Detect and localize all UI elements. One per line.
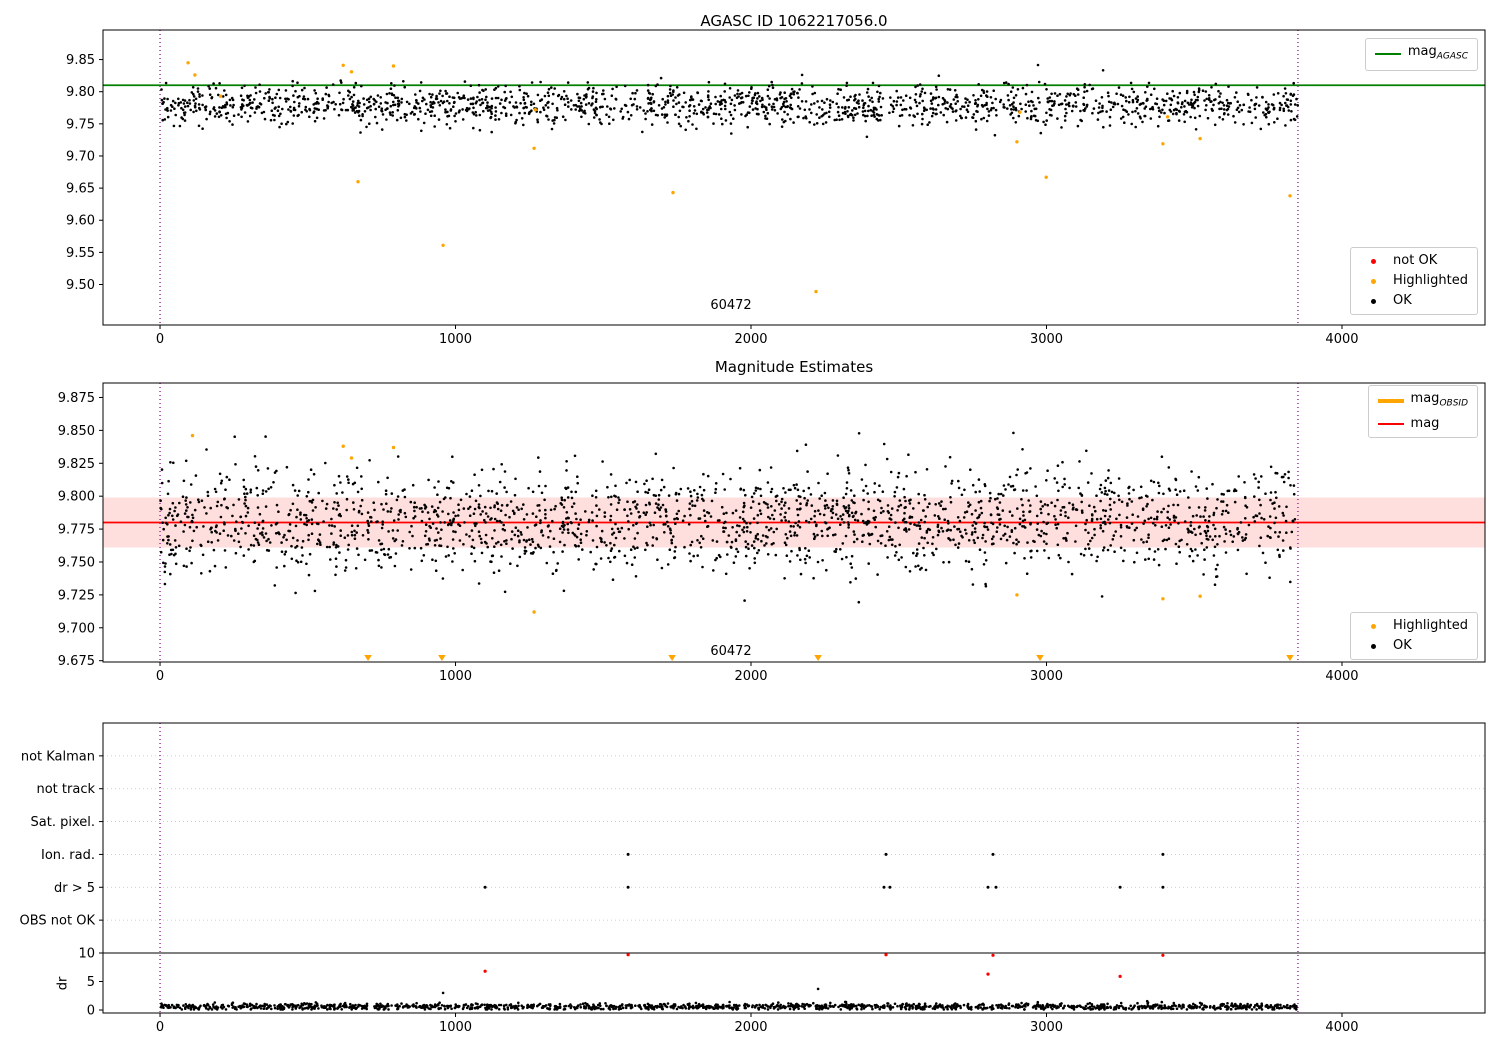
legend-label-mag-agasc: magAGASC [1407, 44, 1468, 62]
dr-axis-label: dr [55, 976, 71, 991]
plot2-title: Magnitude Estimates [714, 358, 874, 376]
plot1-legend-line: magAGASC [1364, 38, 1478, 71]
not-ok-marker-swatch [1371, 258, 1377, 264]
svg-text:4000: 4000 [1325, 669, 1358, 684]
legend-label-highlighted: Highlighted [1393, 273, 1468, 288]
svg-text:1000: 1000 [439, 332, 472, 347]
legend-entry-highlighted: Highlighted [1360, 273, 1468, 289]
svg-text:9.75: 9.75 [66, 117, 95, 132]
svg-text:1000: 1000 [439, 669, 472, 684]
legend-label-ok: OK [1393, 293, 1412, 308]
legend-entry-mag-obsid: magOBSID [1377, 391, 1468, 412]
plot1-legend-markers: not OK Highlighted OK [1350, 247, 1478, 315]
highlighted-marker-swatch [1371, 623, 1377, 629]
svg-text:9.70: 9.70 [66, 149, 95, 164]
svg-text:9.85: 9.85 [66, 53, 95, 68]
svg-text:9.800: 9.800 [58, 490, 95, 505]
svg-text:9.65: 9.65 [66, 182, 95, 197]
svg-text:9.55: 9.55 [66, 246, 95, 261]
svg-text:3000: 3000 [1030, 669, 1063, 684]
svg-text:9.875: 9.875 [58, 391, 95, 406]
svg-text:9.825: 9.825 [58, 457, 95, 472]
legend-entry-not-ok: not OK [1360, 253, 1468, 269]
svg-text:2000: 2000 [734, 332, 767, 347]
legend-label-ok-2: OK [1393, 638, 1412, 653]
legend-entry-mag-agasc: magAGASC [1374, 44, 1468, 65]
plot2-legend-line: magOBSID mag [1367, 385, 1478, 438]
plot1-title: AGASC ID 1062217056.0 [700, 12, 888, 30]
legend-label-mag-obsid: magOBSID [1410, 391, 1468, 409]
highlighted-marker-swatch [1371, 278, 1377, 284]
svg-text:2000: 2000 [734, 669, 767, 684]
legend-entry-highlighted-2: Highlighted [1360, 618, 1468, 634]
svg-text:9.700: 9.700 [58, 621, 95, 636]
legend-entry-ok: OK [1360, 293, 1468, 309]
ok-marker-swatch [1371, 298, 1377, 304]
legend-label-highlighted-2: Highlighted [1393, 618, 1468, 633]
legend-entry-mag: mag [1377, 415, 1468, 432]
svg-text:9.675: 9.675 [58, 654, 95, 669]
svg-text:4000: 4000 [1325, 332, 1358, 347]
svg-text:9.775: 9.775 [58, 523, 95, 538]
legend-label-mag: mag [1410, 415, 1440, 431]
plot2-obsid-annotation: 60472 [710, 644, 752, 659]
svg-text:0: 0 [156, 332, 164, 347]
plot2-legend-markers: Highlighted OK [1350, 612, 1478, 660]
svg-text:0: 0 [156, 669, 164, 684]
mag-obsid-line-swatch [1377, 399, 1404, 404]
mag-line-swatch [1377, 422, 1404, 425]
legend-label-not-ok: not OK [1393, 253, 1438, 268]
svg-text:9.50: 9.50 [66, 278, 95, 293]
svg-text:9.750: 9.750 [58, 555, 95, 570]
legend-entry-ok-2: OK [1360, 638, 1468, 654]
ok-marker-swatch [1371, 643, 1377, 649]
svg-text:9.725: 9.725 [58, 588, 95, 603]
svg-text:9.80: 9.80 [66, 85, 95, 100]
mag-agasc-line-swatch [1374, 53, 1401, 56]
svg-text:3000: 3000 [1030, 332, 1063, 347]
svg-text:9.60: 9.60 [66, 214, 95, 229]
plot1-obsid-annotation: 60472 [710, 298, 752, 313]
svg-text:9.850: 9.850 [58, 424, 95, 439]
